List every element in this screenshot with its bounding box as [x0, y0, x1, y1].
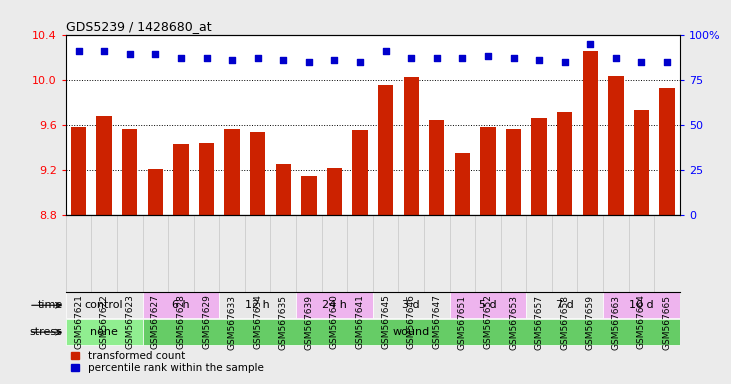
Point — [635, 59, 648, 65]
Bar — [199, 143, 214, 215]
Bar — [173, 144, 189, 215]
Point — [534, 57, 545, 63]
Bar — [526, 292, 603, 318]
Bar — [378, 85, 393, 215]
Point — [431, 55, 442, 61]
Point — [200, 55, 212, 61]
Text: 10 d: 10 d — [629, 300, 654, 310]
Bar — [168, 215, 194, 292]
Point — [380, 48, 392, 54]
Text: wound: wound — [393, 327, 430, 337]
Bar — [250, 132, 265, 215]
Bar — [552, 215, 577, 292]
Text: none: none — [90, 327, 118, 337]
Bar — [557, 113, 572, 215]
Point — [661, 59, 673, 65]
Point — [405, 55, 417, 61]
Bar — [122, 129, 137, 215]
Point — [558, 59, 570, 65]
Bar — [322, 215, 347, 292]
Bar — [148, 169, 163, 215]
Point — [482, 53, 494, 59]
Bar — [398, 215, 424, 292]
Point — [124, 51, 136, 58]
Bar — [475, 215, 501, 292]
Point — [73, 48, 84, 54]
Text: GDS5239 / 1428680_at: GDS5239 / 1428680_at — [66, 20, 211, 33]
Bar — [143, 319, 680, 345]
Point — [251, 55, 263, 61]
Point — [354, 59, 366, 65]
Point — [329, 57, 341, 63]
Point — [585, 41, 596, 47]
Bar — [66, 215, 91, 292]
Bar — [634, 110, 649, 215]
Bar — [352, 131, 368, 215]
Bar — [96, 116, 112, 215]
Text: 5 d: 5 d — [479, 300, 497, 310]
Bar — [424, 215, 450, 292]
Bar — [296, 292, 373, 318]
Bar — [194, 215, 219, 292]
Text: 3 d: 3 d — [402, 300, 420, 310]
Bar — [91, 215, 117, 292]
Point — [149, 51, 161, 58]
Bar — [583, 51, 598, 215]
Text: time: time — [37, 300, 63, 310]
Point — [610, 55, 621, 61]
Bar — [143, 215, 168, 292]
Bar — [373, 292, 450, 318]
Bar — [450, 292, 526, 318]
Legend: transformed count, percentile rank within the sample: transformed count, percentile rank withi… — [71, 351, 264, 373]
Bar — [455, 153, 470, 215]
Bar — [301, 175, 317, 215]
Point — [98, 48, 110, 54]
Bar — [654, 215, 680, 292]
Point — [175, 55, 187, 61]
Bar — [270, 215, 296, 292]
Bar — [480, 127, 496, 215]
Bar — [66, 292, 143, 318]
Bar — [66, 319, 143, 345]
Bar — [506, 129, 521, 215]
Text: 6 h: 6 h — [172, 300, 190, 310]
Point — [456, 55, 469, 61]
Text: control: control — [85, 300, 124, 310]
Text: 7 d: 7 d — [556, 300, 574, 310]
Bar — [531, 118, 547, 215]
Text: 12 h: 12 h — [246, 300, 270, 310]
Bar — [219, 215, 245, 292]
Bar — [276, 164, 291, 215]
Bar — [577, 215, 603, 292]
Point — [507, 55, 519, 61]
Bar — [327, 168, 342, 215]
Bar — [429, 120, 444, 215]
Bar — [219, 292, 296, 318]
Bar — [450, 215, 475, 292]
Text: 24 h: 24 h — [322, 300, 347, 310]
Bar — [501, 215, 526, 292]
Bar — [296, 215, 322, 292]
Bar — [143, 292, 219, 318]
Bar — [404, 78, 419, 215]
Bar — [603, 292, 680, 318]
Bar — [608, 76, 624, 215]
Point — [226, 57, 238, 63]
Bar — [526, 215, 552, 292]
Bar — [71, 127, 86, 215]
Bar — [659, 88, 675, 215]
Bar — [224, 129, 240, 215]
Bar — [629, 215, 654, 292]
Bar — [117, 215, 143, 292]
Point — [303, 59, 315, 65]
Text: stress: stress — [30, 327, 63, 337]
Bar — [347, 215, 373, 292]
Bar — [373, 215, 398, 292]
Bar — [603, 215, 629, 292]
Point — [277, 57, 289, 63]
Bar — [245, 215, 270, 292]
